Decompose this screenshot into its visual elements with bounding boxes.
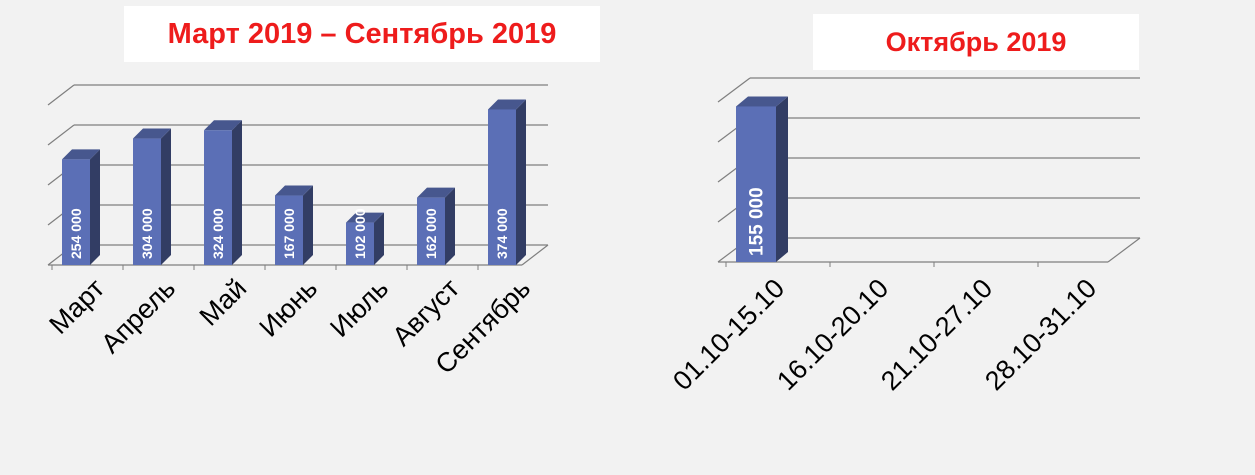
bar-side xyxy=(90,149,100,265)
bar-top xyxy=(62,149,100,160)
value-label: 162 000 xyxy=(423,208,439,259)
value-label: 374 000 xyxy=(494,208,510,259)
category-label: Апрель xyxy=(95,273,181,359)
bar-side xyxy=(445,187,455,265)
category-label: Июнь xyxy=(253,273,323,343)
gridline-side xyxy=(47,124,75,146)
bar-top xyxy=(736,96,788,107)
bar xyxy=(62,159,90,265)
category-label: 16.10-20.10 xyxy=(771,273,894,396)
bar-side xyxy=(232,120,242,266)
bar-top xyxy=(275,185,313,196)
bar-side xyxy=(516,99,526,265)
bar xyxy=(488,109,516,265)
gridline-side xyxy=(47,84,75,106)
value-label: 155 000 xyxy=(747,187,768,256)
bar-top xyxy=(346,212,384,223)
floor-edge-right xyxy=(521,244,549,266)
category-label: Июль xyxy=(324,273,394,343)
category-label: Март xyxy=(43,273,110,340)
left-chart-title: Март 2019 – Сентябрь 2019 xyxy=(124,6,600,62)
bar-side xyxy=(374,212,384,265)
category-label: 01.10-15.10 xyxy=(667,273,790,396)
bar-side xyxy=(776,96,788,262)
chart-1: 254 000 304 000 324 000 167 000 102 000 162 0… xyxy=(43,84,549,380)
value-label: 102 000 xyxy=(352,208,368,259)
value-label: 304 000 xyxy=(139,208,155,259)
chart-2: 155 000 01.10-15.1016.10-20.1021.10-27.10… xyxy=(667,77,1141,396)
bar-top xyxy=(133,128,171,139)
value-label: 324 000 xyxy=(210,208,226,259)
value-label: 167 000 xyxy=(281,208,297,259)
bar-side xyxy=(161,128,171,265)
floor-edge-right xyxy=(1107,237,1141,263)
bar xyxy=(133,138,161,265)
bar-side xyxy=(303,185,313,265)
bar xyxy=(736,106,776,262)
bar-top xyxy=(488,99,526,110)
value-label: 254 000 xyxy=(68,208,84,259)
bar xyxy=(346,222,374,265)
bar xyxy=(275,195,303,265)
bar-top xyxy=(417,187,455,198)
gridline-side xyxy=(717,77,751,103)
bar-top xyxy=(204,120,242,131)
category-label: 28.10-31.10 xyxy=(979,273,1102,396)
category-label: Май xyxy=(194,273,253,332)
bar xyxy=(204,130,232,265)
right-chart-title: Октябрь 2019 xyxy=(813,14,1139,70)
bar xyxy=(417,197,445,265)
category-label: 21.10-27.10 xyxy=(875,273,998,396)
